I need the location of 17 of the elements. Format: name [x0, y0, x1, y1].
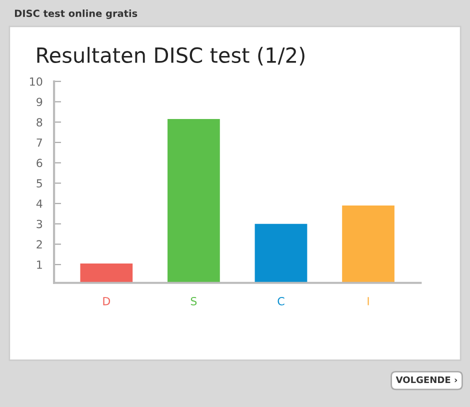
x-tick-label: C — [278, 296, 284, 306]
y-tick-label: 1 — [37, 260, 42, 269]
y-tick-label: 4 — [36, 200, 42, 208]
y-tick-label: 9 — [36, 98, 42, 106]
y-tick-label: 7 — [36, 138, 42, 147]
text: VOLGENDE › — [396, 376, 458, 384]
text: DISC test online gratis — [14, 10, 138, 19]
y-tick-label: 10 — [30, 77, 42, 86]
y-tick-label: 6 — [36, 158, 42, 168]
chart-title: Resultaten DISC test (1/2) — [37, 46, 304, 66]
y-tick-label: 8 — [36, 118, 42, 126]
x-tick-label: D — [103, 297, 110, 306]
y-tick-label: 5 — [36, 179, 42, 188]
x-tick-label: S — [190, 296, 197, 306]
y-tick-label: 3 — [36, 220, 42, 228]
x-tick-label: I — [368, 297, 369, 306]
y-tick-label: 2 — [36, 240, 42, 248]
